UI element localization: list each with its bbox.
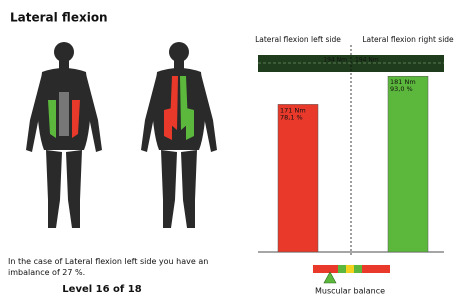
bar — [278, 104, 318, 252]
bar — [388, 76, 428, 252]
balance-indicator — [313, 265, 390, 283]
reference-label: 194 Nm — [355, 57, 379, 64]
value-label: 93,0 % — [390, 85, 413, 93]
title: Lateral flexion — [10, 11, 108, 25]
level: Level 16 of 18 — [62, 284, 141, 295]
screen: Lateral flexion Level 16 of 18 Muscular — [0, 0, 457, 298]
reference-label: 194 Nm — [323, 57, 347, 64]
anatomy-back — [141, 42, 217, 228]
page: Lateral flexion Level 16 of 18 Muscular — [0, 0, 457, 298]
category-label: Lateral flexion right side — [362, 35, 454, 44]
value-label: 78,1 % — [280, 113, 303, 121]
balance-label: Muscular balance — [315, 287, 385, 296]
anatomy-front — [26, 42, 102, 228]
chart: Lateral flexion Level 16 of 18 Muscular — [0, 0, 457, 298]
category-label: Lateral flexion left side — [255, 35, 341, 44]
message: In the case of Lateral flexion left side… — [8, 256, 223, 278]
